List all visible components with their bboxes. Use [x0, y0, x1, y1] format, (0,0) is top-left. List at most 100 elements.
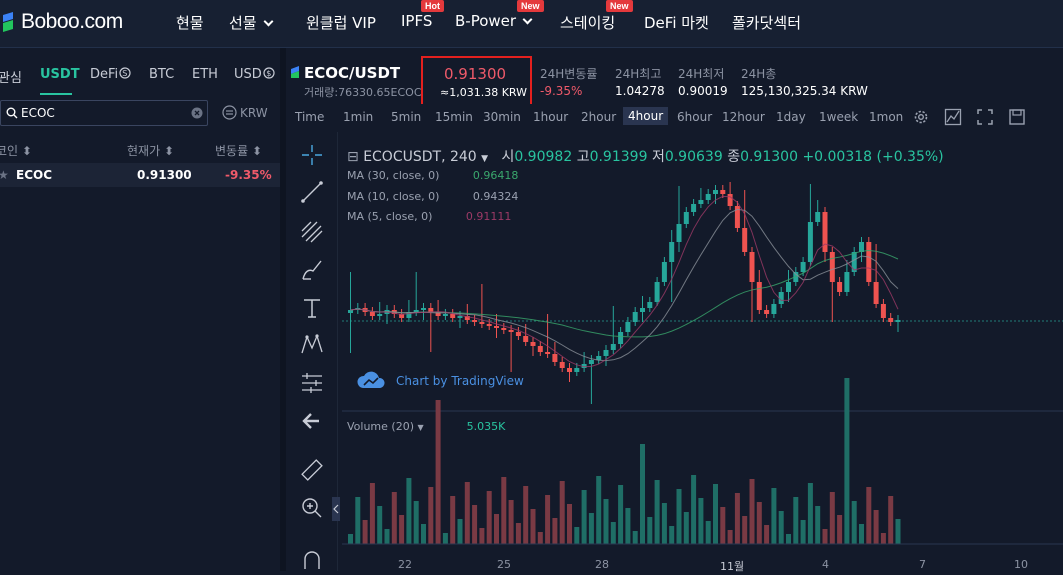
- arrow-left-icon[interactable]: [299, 408, 325, 434]
- ma5-indicator[interactable]: MA (5, close, 0) 0.91111: [347, 210, 512, 223]
- candle-body: [815, 212, 821, 222]
- close-label: 종: [727, 149, 741, 165]
- nav-bpower[interactable]: New B-Power: [455, 0, 544, 30]
- measure-tool-icon[interactable]: [299, 370, 325, 396]
- ma10-indicator[interactable]: MA (10, close, 0) 0.94324: [347, 190, 519, 203]
- volume-indicator[interactable]: Volume (20) ▼ 5.035K: [347, 420, 506, 433]
- candle-body: [421, 308, 426, 310]
- candle-body: [720, 190, 726, 194]
- search-input[interactable]: ECOC: [21, 106, 55, 120]
- ruler-icon[interactable]: [299, 457, 325, 483]
- ma30-indicator[interactable]: MA (30, close, 0) 0.96418: [347, 169, 519, 182]
- tf-12hour[interactable]: 12hour: [722, 110, 765, 124]
- tf-5min[interactable]: 5min: [391, 110, 422, 124]
- fullscreen-icon[interactable]: [976, 108, 994, 126]
- tf-4hour[interactable]: 4hour: [623, 107, 669, 125]
- nav-spot[interactable]: 현물: [176, 14, 204, 32]
- change-value: +0.00318 (+0.35%): [802, 149, 944, 165]
- tab-favorites[interactable]: 관심: [0, 71, 22, 86]
- legend-collapse-icon[interactable]: ⊟: [347, 149, 359, 165]
- text-tool-icon[interactable]: [299, 295, 325, 321]
- collapse-toolbar-icon[interactable]: [332, 497, 340, 521]
- nav-futures[interactable]: 선물: [229, 12, 274, 33]
- nav-staking[interactable]: New 스테이킹: [560, 0, 633, 33]
- volume-bar: [647, 517, 653, 544]
- price-plot[interactable]: ⊟ ECOCUSDT, 240 ▼ 시0.90982 고0.91399 저0.9…: [342, 132, 1063, 573]
- candle-body: [756, 282, 762, 310]
- tf-2hour[interactable]: 2hour: [581, 110, 617, 124]
- tab-usd[interactable]: USD $: [234, 67, 275, 82]
- magnet-icon[interactable]: [299, 549, 325, 569]
- volume-bar: [851, 501, 857, 544]
- tab-usdt[interactable]: USDT: [40, 67, 80, 82]
- search-field[interactable]: ECOC: [0, 100, 208, 126]
- volume-bar: [450, 496, 456, 544]
- candle-body: [873, 282, 879, 304]
- crosshair-icon[interactable]: [299, 142, 325, 168]
- fib-tool-icon[interactable]: [299, 219, 325, 245]
- candle-body: [442, 314, 448, 316]
- tf-time[interactable]: Time: [295, 110, 325, 124]
- chevron-down-icon: ▼: [481, 154, 489, 164]
- stat-value-total: 125,130,325.34 KRW: [741, 84, 868, 98]
- volume-bar: [822, 529, 828, 544]
- brush-icon[interactable]: [299, 257, 325, 283]
- tf-1hour[interactable]: 1hour: [533, 110, 569, 124]
- high-value: 0.91399: [589, 149, 648, 165]
- tab-defi[interactable]: DeFi S: [90, 67, 131, 82]
- candle-body: [705, 194, 711, 200]
- settings-gear-icon[interactable]: [912, 108, 930, 126]
- usd-coin-icon: $: [263, 67, 275, 79]
- nav-vip[interactable]: 윈클럽 VIP: [306, 14, 376, 32]
- nav-ipfs[interactable]: Hot IPFS: [401, 0, 444, 30]
- volume-bar: [435, 400, 441, 544]
- volume-bar: [793, 497, 799, 544]
- chart-area[interactable]: ⊟ ECOCUSDT, 240 ▼ 시0.90982 고0.91399 저0.9…: [286, 132, 1063, 573]
- nav-polkadot[interactable]: 폴카닷섹터: [732, 14, 802, 32]
- volume-bar: [844, 378, 850, 544]
- brand-logo[interactable]: Boboo.com: [0, 9, 123, 35]
- volume-bar: [669, 526, 675, 544]
- candle-body: [654, 282, 660, 302]
- volume-bar: [807, 483, 813, 544]
- tab-btc[interactable]: BTC: [149, 67, 175, 82]
- volume-bar: [698, 498, 704, 544]
- col-price-header[interactable]: 현재가 ⬍: [127, 144, 175, 158]
- volume-bar: [406, 478, 412, 544]
- nav-defi-market[interactable]: DeFi 마켓: [644, 14, 709, 32]
- currency-toggle[interactable]: KRW: [222, 105, 268, 120]
- stat-label-change: 24H변동률: [540, 67, 598, 81]
- save-image-icon[interactable]: [1008, 108, 1026, 126]
- tradingview-watermark[interactable]: Chart by TradingView: [356, 370, 524, 392]
- tf-1week[interactable]: 1week: [819, 110, 859, 124]
- tab-eth[interactable]: ETH: [192, 67, 218, 82]
- pattern-tool-icon[interactable]: [299, 332, 325, 358]
- tf-1min[interactable]: 1min: [343, 110, 374, 124]
- tf-6hour[interactable]: 6hour: [677, 110, 713, 124]
- star-icon[interactable]: ★: [0, 168, 9, 182]
- tf-1day[interactable]: 1day: [776, 110, 806, 124]
- candle-body: [661, 262, 667, 282]
- brand-name: Boboo.com: [21, 10, 123, 33]
- trend-line-icon[interactable]: [299, 179, 325, 205]
- clear-search-icon[interactable]: [191, 107, 203, 119]
- market-row[interactable]: ★ ECOC 0.91300 -9.35%: [0, 163, 280, 187]
- volume-bar: [501, 477, 507, 544]
- tf-15min[interactable]: 15min: [435, 110, 473, 124]
- volume-bar: [442, 533, 448, 544]
- stat-label-high: 24H최고: [615, 67, 662, 81]
- volume-bar: [348, 534, 353, 544]
- candle-body: [530, 342, 536, 346]
- active-tab-indicator: [40, 93, 72, 95]
- col-coin-header[interactable]: 코인 ⬍: [0, 144, 32, 158]
- pair-name: ECOC/USDT: [304, 64, 401, 82]
- zoom-in-icon[interactable]: [299, 495, 325, 521]
- col-change-header[interactable]: 변동률 ⬍: [215, 144, 263, 158]
- tf-30min[interactable]: 30min: [483, 110, 521, 124]
- candle-body: [800, 262, 806, 272]
- chart-symbol[interactable]: ECOCUSDT, 240: [363, 149, 477, 165]
- x-tick: 28: [595, 558, 609, 571]
- tf-1mon[interactable]: 1mon: [869, 110, 904, 124]
- volume-bar: [355, 497, 361, 544]
- indicator-chart-icon[interactable]: [944, 108, 962, 126]
